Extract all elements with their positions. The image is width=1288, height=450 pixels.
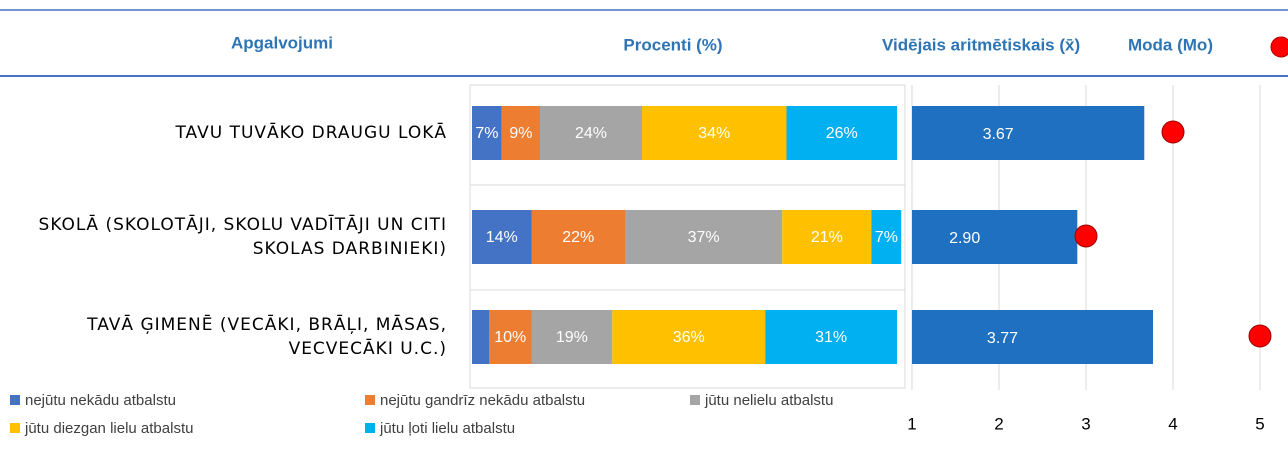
data-label: 37% — [688, 229, 720, 246]
bar-segment — [501, 106, 540, 160]
data-label: 3.67 — [983, 126, 1014, 143]
data-label: 3.77 — [987, 330, 1018, 347]
bar-segment — [871, 210, 902, 264]
category-label: SKOLĀ (SKOLOTĀJI, SKOLU VADĪTĀJI UN CITI… — [38, 215, 447, 259]
bar-segment — [540, 106, 642, 160]
data-label: 31% — [815, 329, 847, 346]
bar — [912, 106, 1145, 160]
x-tick-label: 3 — [1081, 414, 1090, 433]
legend-label: jūtu ļoti lielu atbalstu — [379, 420, 515, 437]
legend-label: jūtu nelielu atbalstu — [704, 392, 833, 409]
data-label: 36% — [673, 329, 705, 346]
column-header: Moda (Mo) — [1128, 35, 1213, 54]
bar-segment — [489, 310, 532, 364]
legend-label: nejūtu gandrīz nekādu atbalstu — [380, 392, 585, 409]
bar-segment — [472, 310, 489, 364]
column-header: Vidējais aritmētiskais (x̄) — [882, 35, 1080, 54]
bar-segment — [786, 106, 897, 160]
mode-legend-dot — [1270, 36, 1288, 58]
bar-segment — [765, 310, 897, 364]
legend-swatch — [10, 423, 20, 433]
data-label: 19% — [556, 329, 588, 346]
column-header: Procenti (%) — [623, 35, 722, 54]
x-tick-label: 1 — [907, 414, 916, 433]
bar-segment — [472, 210, 532, 264]
data-label: 7% — [875, 229, 898, 246]
legend-swatch — [690, 395, 700, 405]
data-label: 14% — [486, 229, 518, 246]
legend-swatch — [10, 395, 20, 405]
data-label: 7% — [475, 125, 498, 142]
data-label: 24% — [575, 125, 607, 142]
plot-frame — [469, 84, 906, 389]
bar-segment — [782, 210, 872, 264]
bar-segment — [612, 310, 766, 364]
mode-dot — [1074, 224, 1098, 248]
x-tick-label: 5 — [1255, 414, 1264, 433]
data-label: 2.90 — [949, 230, 980, 247]
bar-segment — [642, 106, 787, 160]
legend-swatch — [365, 423, 375, 433]
legend-label: jūtu diezgan lielu atbalstu — [24, 420, 193, 437]
bar-segment — [625, 210, 783, 264]
column-header: Apgalvojumi — [231, 33, 333, 52]
bar — [912, 310, 1153, 364]
legend-label: nejūtu nekādu atbalstu — [25, 392, 176, 409]
x-tick-label: 4 — [1168, 414, 1177, 433]
mode-dot — [1248, 324, 1272, 348]
bar-segment — [472, 106, 502, 160]
data-label: 22% — [562, 229, 594, 246]
category-label: TAVU TUVĀKO DRAUGU LOKĀ — [175, 123, 447, 143]
mode-dot — [1161, 120, 1185, 144]
legend-swatch — [365, 395, 375, 405]
x-tick-label: 2 — [994, 414, 1003, 433]
data-label: 21% — [811, 229, 843, 246]
data-label: 26% — [826, 125, 858, 142]
data-label: 9% — [509, 125, 532, 142]
data-label: 10% — [494, 329, 526, 346]
data-label: 34% — [698, 125, 730, 142]
bar-segment — [531, 310, 613, 364]
bar-segment — [531, 210, 625, 264]
category-label: TAVĀ ĢIMENĒ (VECĀKI, BRĀĻI, MĀSAS, VECVE… — [87, 315, 447, 359]
bar — [912, 210, 1078, 264]
